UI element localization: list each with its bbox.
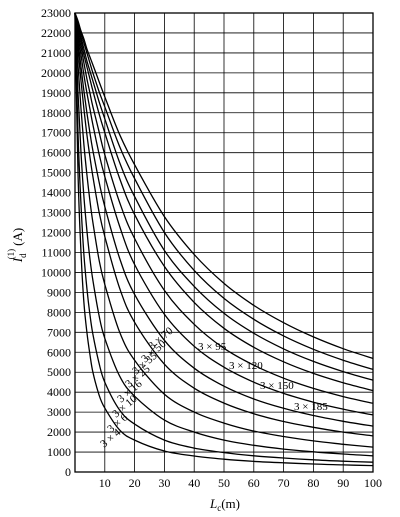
x-tick-label: 60 bbox=[248, 476, 260, 490]
y-axis-title-sub: d bbox=[18, 253, 28, 258]
series-line bbox=[74, 12, 374, 467]
y-tick-label: 8000 bbox=[47, 305, 71, 319]
y-tick-label: 23000 bbox=[41, 6, 71, 20]
series-line bbox=[74, 12, 374, 437]
series-line bbox=[74, 12, 374, 427]
curve-label: 3 × 120 bbox=[229, 360, 263, 372]
y-tick-label: 4000 bbox=[47, 385, 71, 399]
x-tick-label: 70 bbox=[278, 476, 290, 490]
series-line bbox=[74, 12, 374, 416]
y-tick-label: 14000 bbox=[41, 186, 71, 200]
grid bbox=[74, 12, 374, 473]
y-tick-label: 15000 bbox=[41, 166, 71, 180]
y-tick-label: 3000 bbox=[47, 405, 71, 419]
y-tick-label: 7000 bbox=[47, 325, 71, 339]
y-tick-label: 2000 bbox=[47, 425, 71, 439]
series-line bbox=[74, 12, 374, 448]
y-tick-label: 9000 bbox=[47, 285, 71, 299]
series-line bbox=[74, 12, 374, 381]
curve-labels: 3 × 43 × 63 × 103 × 163 × 253 × 353 × 50… bbox=[98, 325, 328, 451]
series-line bbox=[74, 12, 374, 457]
y-tick-label: 22000 bbox=[41, 26, 71, 40]
series-line bbox=[74, 12, 374, 463]
y-tick-label: 12000 bbox=[41, 226, 71, 240]
y-tick-label: 13000 bbox=[41, 206, 71, 220]
y-tick-label: 11000 bbox=[41, 245, 71, 259]
x-tick-label: 80 bbox=[307, 476, 319, 490]
x-tick-label: 90 bbox=[337, 476, 349, 490]
series-line bbox=[74, 12, 374, 392]
y-tick-label: 20000 bbox=[41, 66, 71, 80]
y-tick-label: 19000 bbox=[41, 86, 71, 100]
series-line bbox=[74, 12, 374, 360]
y-tick-label: 6000 bbox=[47, 345, 71, 359]
x-tick-label: 30 bbox=[158, 476, 170, 490]
curve-label: 3 × 150 bbox=[260, 380, 294, 392]
y-axis-title-sup: (1) bbox=[6, 249, 16, 260]
x-tick-label: 40 bbox=[188, 476, 200, 490]
x-axis-title-unit: (m) bbox=[221, 496, 240, 511]
y-axis-title-main: I bbox=[10, 257, 25, 263]
x-tick-label: 20 bbox=[129, 476, 141, 490]
x-tick-label: 10 bbox=[99, 476, 111, 490]
curves bbox=[74, 12, 374, 467]
series-line bbox=[74, 12, 374, 371]
y-tick-label: 5000 bbox=[47, 365, 71, 379]
y-tick-label: 17000 bbox=[41, 126, 71, 140]
curve-label: 3 × 95 bbox=[198, 341, 227, 353]
x-axis-title: Lc(m) bbox=[209, 496, 240, 513]
y-tick-label: 16000 bbox=[41, 146, 71, 160]
x-tick-label: 100 bbox=[364, 476, 382, 490]
y-tick-label: 0 bbox=[65, 465, 71, 479]
y-tick-label: 21000 bbox=[41, 46, 71, 60]
y-tick-label: 18000 bbox=[41, 106, 71, 120]
series-line bbox=[74, 12, 374, 404]
plot-frame bbox=[74, 12, 374, 473]
curve-label: 3 × 185 bbox=[294, 401, 328, 413]
y-tick-label: 1000 bbox=[47, 445, 71, 459]
x-tick-label: 50 bbox=[218, 476, 230, 490]
y-axis-title: Id(1) (A) bbox=[6, 228, 28, 263]
x-axis-title-main: L bbox=[209, 496, 217, 511]
tick-labels: 0 1000 2000 3000 4000 5000 6000 7000 8000 9000 100… bbox=[41, 6, 382, 490]
y-axis-title-unit: (A) bbox=[10, 228, 25, 246]
x-axis-title-sub: c bbox=[217, 503, 221, 513]
y-tick-label: 10000 bbox=[41, 265, 71, 279]
